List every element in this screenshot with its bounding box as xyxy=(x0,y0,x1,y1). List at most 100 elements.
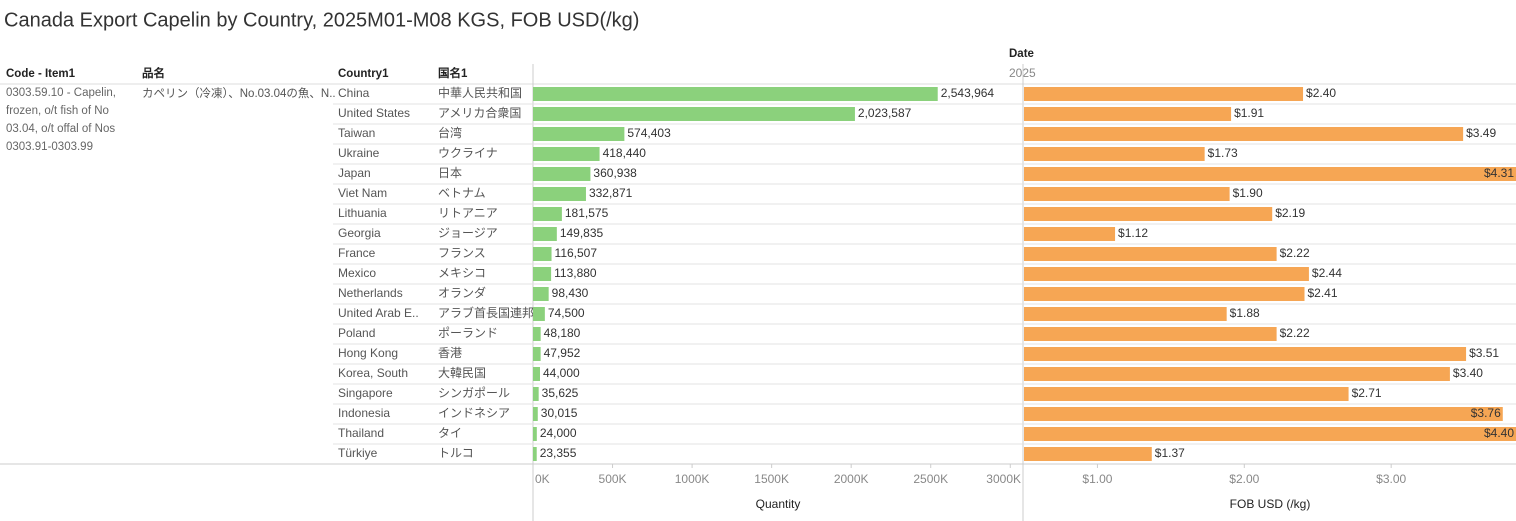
bar xyxy=(1024,187,1230,201)
country-ja: アメリカ合衆国 xyxy=(438,105,521,120)
value-label: 47,952 xyxy=(544,346,581,360)
row-header: 品名 xyxy=(142,66,165,80)
x-axis-title: Quantity xyxy=(756,497,801,511)
bar xyxy=(1024,167,1516,181)
bar xyxy=(533,87,938,101)
x-tick-label: 2500K xyxy=(913,472,948,486)
value-label: $1.73 xyxy=(1208,146,1238,160)
item-code: 0303.59.10 - Capelin, frozen, o/t fish o… xyxy=(6,87,116,153)
country: Ukraine xyxy=(338,146,380,160)
bar xyxy=(1024,87,1304,101)
value-label: 116,507 xyxy=(555,246,598,260)
bar xyxy=(533,207,562,221)
bar xyxy=(1024,307,1227,321)
value-label: $1.91 xyxy=(1234,106,1264,120)
x-tick-label: $3.00 xyxy=(1376,472,1406,486)
bar xyxy=(533,347,541,361)
bar xyxy=(533,367,540,381)
country-ja: トルコ xyxy=(438,446,474,460)
value-label: 44,000 xyxy=(543,366,580,380)
bar xyxy=(533,447,537,461)
bar xyxy=(533,427,537,441)
value-label: 30,015 xyxy=(541,406,578,420)
value-label: $4.40 xyxy=(1484,426,1514,440)
country: Japan xyxy=(338,166,371,180)
x-tick-label: 1000K xyxy=(675,472,710,486)
bar xyxy=(1024,227,1116,241)
country: Taiwan xyxy=(338,126,375,140)
country: Poland xyxy=(338,326,375,340)
country: Netherlands xyxy=(338,286,403,300)
bar xyxy=(1024,327,1277,341)
country-ja: フランス xyxy=(438,246,486,260)
value-label: $2.44 xyxy=(1312,266,1342,280)
value-label: $2.40 xyxy=(1306,86,1336,100)
x-tick-label: 3000K xyxy=(986,472,1021,486)
value-label: 360,938 xyxy=(593,166,637,180)
x-tick-label: 2000K xyxy=(834,472,869,486)
bar xyxy=(533,127,625,141)
x-axis-title: FOB USD (/kg) xyxy=(1230,497,1311,511)
bar xyxy=(1024,347,1467,361)
country-ja: メキシコ xyxy=(438,266,486,280)
bar xyxy=(1024,127,1464,141)
row-header: 国名1 xyxy=(438,66,468,80)
country: Thailand xyxy=(338,426,384,440)
country: Hong Kong xyxy=(338,346,398,360)
column-header: Date xyxy=(1009,48,1034,60)
value-label: 98,430 xyxy=(552,286,589,300)
value-label: 35,625 xyxy=(542,386,579,400)
value-label: 24,000 xyxy=(540,426,577,440)
country-ja: ウクライナ xyxy=(438,146,498,160)
bar xyxy=(533,107,855,121)
bar xyxy=(1024,247,1277,261)
bar xyxy=(533,167,591,181)
x-tick-label: 1500K xyxy=(754,472,789,486)
value-label: $3.51 xyxy=(1469,346,1499,360)
value-label: $3.49 xyxy=(1466,126,1496,140)
value-label: $2.71 xyxy=(1352,386,1382,400)
country: Mexico xyxy=(338,266,376,280)
value-label: $1.88 xyxy=(1230,306,1260,320)
bar xyxy=(1024,107,1232,121)
value-label: $2.19 xyxy=(1275,206,1305,220)
country-ja: 大韓民国 xyxy=(438,366,486,380)
row-header: Code - Item1 xyxy=(6,68,76,80)
value-label: 149,835 xyxy=(560,226,604,240)
country: Lithuania xyxy=(338,206,387,220)
bar xyxy=(1024,447,1152,461)
bar xyxy=(1024,387,1349,401)
bar xyxy=(1024,207,1273,221)
country-ja: アラブ首長国連邦 xyxy=(438,305,534,320)
country-ja: タイ xyxy=(438,426,462,440)
value-label: $2.22 xyxy=(1280,326,1310,340)
bar xyxy=(533,227,557,241)
country-ja: ベトナム xyxy=(438,186,486,200)
x-tick-label: $1.00 xyxy=(1082,472,1112,486)
country: United States xyxy=(338,106,410,120)
bar xyxy=(533,187,586,201)
bar xyxy=(533,267,552,281)
country: China xyxy=(338,86,370,100)
country: Georgia xyxy=(338,226,381,240)
value-label: $3.76 xyxy=(1471,406,1501,420)
value-label: 574,403 xyxy=(627,126,671,140)
bar xyxy=(1024,267,1309,281)
country: Türkiye xyxy=(338,446,378,460)
value-label: $1.12 xyxy=(1118,226,1148,240)
country-ja: 香港 xyxy=(438,346,462,360)
country: France xyxy=(338,246,376,260)
title: Canada Export Capelin by Country, 2025M0… xyxy=(4,9,639,31)
value-label: $2.41 xyxy=(1308,286,1338,300)
country-ja: リトアニア xyxy=(438,206,498,220)
x-tick-label: $2.00 xyxy=(1229,472,1259,486)
country-ja: シンガポール xyxy=(438,386,510,400)
value-label: 2,543,964 xyxy=(941,86,995,100)
bar xyxy=(533,327,541,341)
value-label: 74,500 xyxy=(548,306,585,320)
country: Korea, South xyxy=(338,366,408,380)
bar xyxy=(533,407,538,421)
